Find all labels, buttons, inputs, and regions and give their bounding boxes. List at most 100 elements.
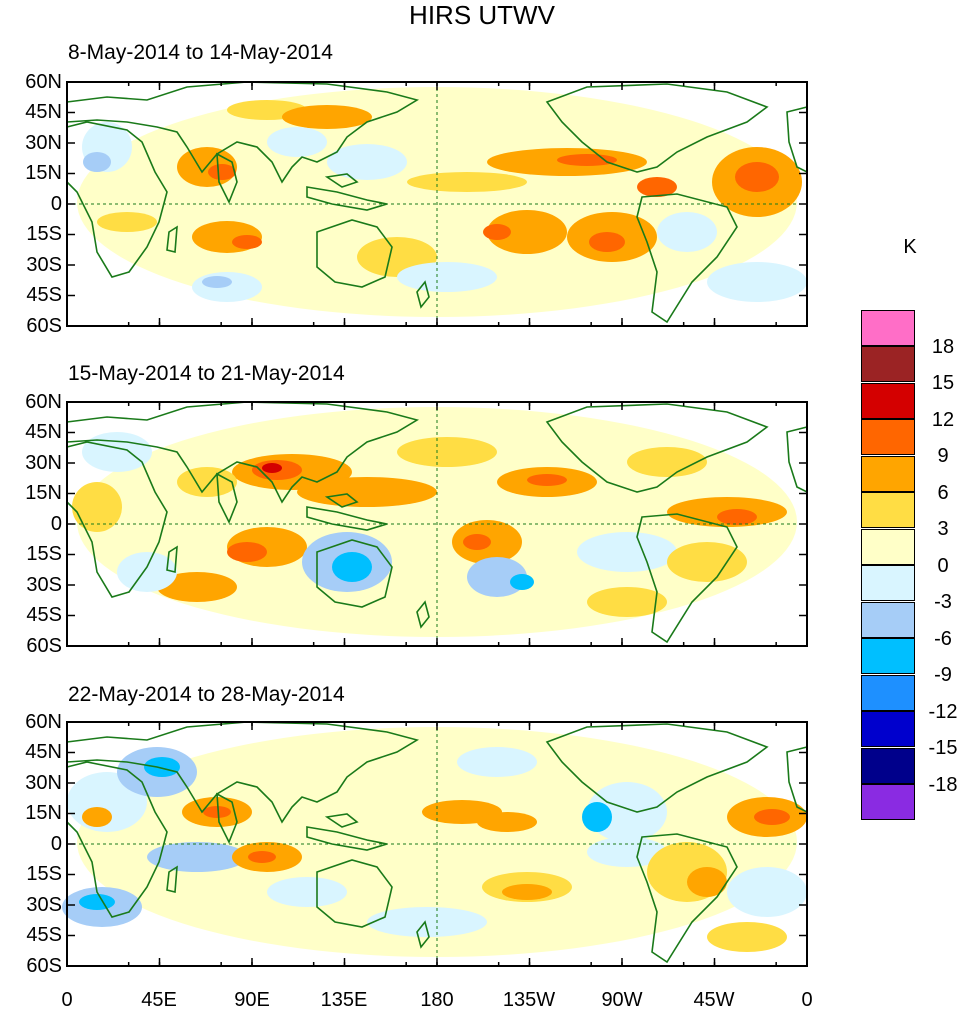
coastline (545, 83, 769, 173)
coastline (324, 813, 359, 828)
anomaly-contour (637, 177, 677, 197)
coastline (416, 600, 430, 629)
anomaly-field (62, 727, 807, 957)
anomaly-contour (97, 212, 157, 232)
coastline (786, 425, 808, 494)
coastline (636, 833, 738, 964)
anomaly-contour (717, 509, 757, 525)
anomaly-contour (587, 587, 667, 617)
coastline (216, 472, 238, 524)
coastline (66, 121, 168, 278)
colorbar-label: 15 (931, 372, 955, 394)
lat-label: 45S (26, 284, 62, 306)
lat-label: 30N (25, 132, 62, 154)
colorbar-box (861, 784, 915, 820)
colorbar-box (861, 711, 915, 747)
colorbar-label: 18 (931, 336, 955, 358)
lat-label: 15N (25, 162, 62, 184)
anomaly-contour (117, 552, 177, 592)
lat-label: 15N (25, 482, 62, 504)
colorbar-box (861, 346, 915, 382)
lat-label: 30S (26, 574, 62, 596)
anomaly-contour (282, 105, 372, 129)
anomaly-contour (487, 210, 567, 254)
lat-label: 45S (26, 604, 62, 626)
lat-label: 15S (26, 223, 62, 245)
coastlines (66, 401, 808, 644)
coastline (324, 173, 359, 188)
anomaly-contour (407, 172, 527, 192)
anomaly-contour (667, 542, 747, 582)
anomaly-contour (477, 812, 537, 832)
lat-label: 0 (50, 193, 62, 215)
coastline (306, 826, 388, 851)
lat-label: 45N (25, 741, 62, 763)
lat-label: 15N (25, 802, 62, 824)
anomaly-contour (267, 127, 327, 157)
coastline (786, 105, 808, 174)
anomaly-contour (467, 557, 527, 597)
colorbar-label: -9 (934, 664, 952, 686)
coastline (316, 859, 393, 928)
lat-label: 15S (26, 863, 62, 885)
figure-title: HIRS UTWV (409, 0, 555, 30)
tick-marks (66, 401, 808, 647)
coastline (324, 493, 359, 508)
map-canvas-2 (66, 401, 808, 647)
map-canvas-1 (66, 81, 808, 327)
coastline (545, 723, 769, 813)
coastline (166, 545, 178, 574)
lon-label: 90W (601, 989, 643, 1011)
lat-label: 15S (26, 543, 62, 565)
lat-label: 45N (25, 101, 62, 123)
anomaly-contour (707, 922, 787, 952)
anomaly-contour (502, 884, 552, 900)
anomaly-contour (397, 262, 497, 292)
colorbar-label: -18 (928, 774, 958, 796)
anomaly-contour (327, 144, 407, 180)
anomaly-contour (627, 447, 707, 477)
anomaly-contour (397, 437, 497, 467)
coastline (786, 745, 808, 814)
anomaly-contour (707, 262, 807, 302)
coastline (216, 152, 238, 204)
coastline (636, 513, 738, 644)
colorbar-box (861, 565, 915, 601)
colorbar-label: 3 (937, 518, 949, 540)
anomaly-contour (457, 747, 537, 777)
colorbar-box (861, 675, 915, 711)
anomaly-contour (72, 482, 122, 532)
colorbar-label: 6 (937, 482, 949, 504)
anomaly-contour (687, 867, 727, 897)
anomaly-contour (177, 467, 237, 497)
anomaly-contour (527, 474, 567, 486)
anomaly-contour (203, 806, 231, 818)
map-panel-3 (62, 721, 808, 967)
lon-label: 135W (502, 989, 556, 1011)
anomaly-contour (208, 164, 236, 180)
lon-label: 0 (801, 989, 813, 1011)
tick-marks (66, 81, 808, 327)
colorbar-box (861, 748, 915, 784)
anomaly-contour (227, 542, 267, 562)
anomaly-contour (735, 162, 779, 192)
anomaly-contour (754, 809, 790, 825)
lat-label: 0 (50, 833, 62, 855)
colorbar-label: 9 (937, 445, 949, 467)
anomaly-contour (202, 276, 232, 288)
anomaly-contour (83, 152, 111, 172)
lat-label: 60N (25, 71, 62, 93)
coastline (636, 193, 738, 324)
lat-label: 60N (25, 711, 62, 733)
colorbar-box (861, 638, 915, 674)
coastline (66, 441, 168, 598)
anomaly-contour (144, 757, 180, 777)
lat-label: 30S (26, 254, 62, 276)
colorbar-label: -6 (934, 628, 952, 650)
coastline (316, 539, 393, 608)
coastline (306, 506, 388, 531)
anomaly-field (72, 407, 797, 637)
colorbar-box (861, 383, 915, 419)
coastline (306, 186, 388, 211)
lat-label: 0 (50, 513, 62, 535)
